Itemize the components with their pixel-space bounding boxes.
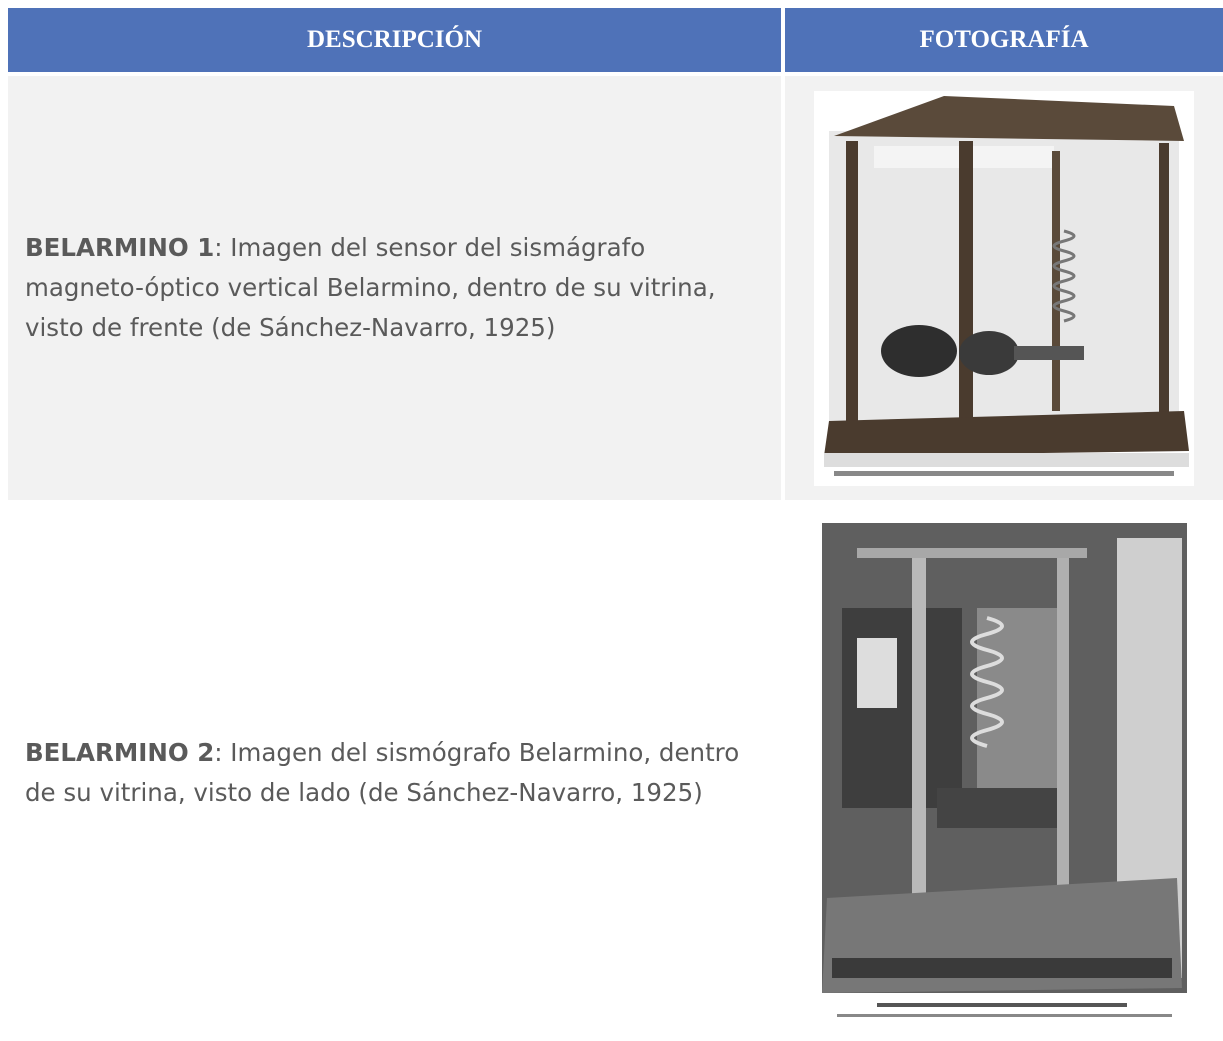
photo (816, 517, 1192, 1028)
header-cell: FOTOGRAFÍA (785, 8, 1223, 72)
description-text: : Imagen del sensor del sismágrafo magne… (25, 233, 716, 342)
description-text: : Imagen del sismógrafo Belarmino, dentr… (25, 737, 740, 807)
label: BELARMINO 2 (25, 737, 215, 767)
photo-cell (785, 504, 1223, 1041)
label: BELARMINO 1 (25, 233, 215, 262)
photo (814, 90, 1194, 486)
photo-cell (785, 76, 1223, 500)
header-cell: DESCRIPCIÓN (8, 8, 781, 72)
description-cell: BELARMINO 1: Imagen del sensor del sismá… (8, 76, 781, 500)
description: BELARMINO 2: Imagen del sismógrafo Belar… (25, 733, 751, 813)
description: BELARMINO 1: Imagen del sensor del sismá… (25, 228, 751, 348)
description-cell: BELARMINO 2: Imagen del sismógrafo Belar… (8, 504, 781, 1041)
